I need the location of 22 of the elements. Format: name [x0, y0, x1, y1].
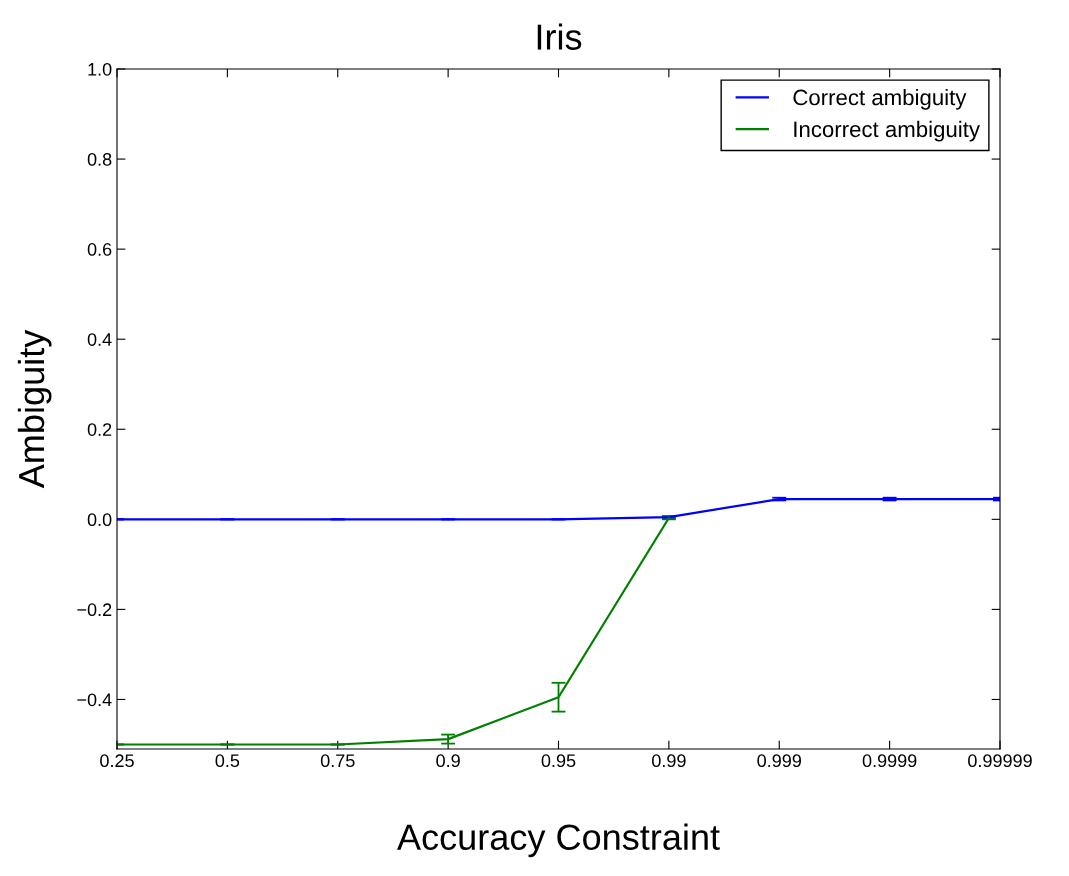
x-tick-label: 0.999 [757, 754, 801, 768]
x-tick-label: 0.9 [436, 754, 460, 768]
y-tick-label: 0.0 [87, 513, 112, 527]
y-tick-label: 0.8 [87, 153, 112, 166]
x-tick-label: 0.75 [320, 754, 355, 768]
y-axis-title: Ambiguity [17, 329, 52, 489]
x-tick-label: 0.99 [652, 754, 686, 768]
x-tick-label: 0.95 [541, 754, 576, 768]
chart-title: Iris [537, 23, 582, 50]
legend-label: Correct ambiguity [793, 89, 967, 110]
x-tick-label: 0.25 [100, 754, 134, 768]
y-tick-label: 0.6 [87, 243, 112, 256]
legend-label: Incorrect ambiguity [794, 120, 980, 142]
y-tick-label: 1.0 [88, 62, 112, 76]
x-tick-label: 0.5 [215, 754, 240, 768]
y-tick-label: −0.4 [77, 693, 112, 707]
y-tick-label: 0.2 [87, 423, 112, 436]
x-tick-label: 0.9999 [862, 754, 917, 768]
y-tick-label: 0.4 [87, 333, 112, 346]
x-axis-title: Accuracy Constraint [397, 823, 720, 858]
y-tick-label: −0.2 [77, 603, 112, 617]
x-tick-label: 0.99999 [968, 754, 1032, 768]
